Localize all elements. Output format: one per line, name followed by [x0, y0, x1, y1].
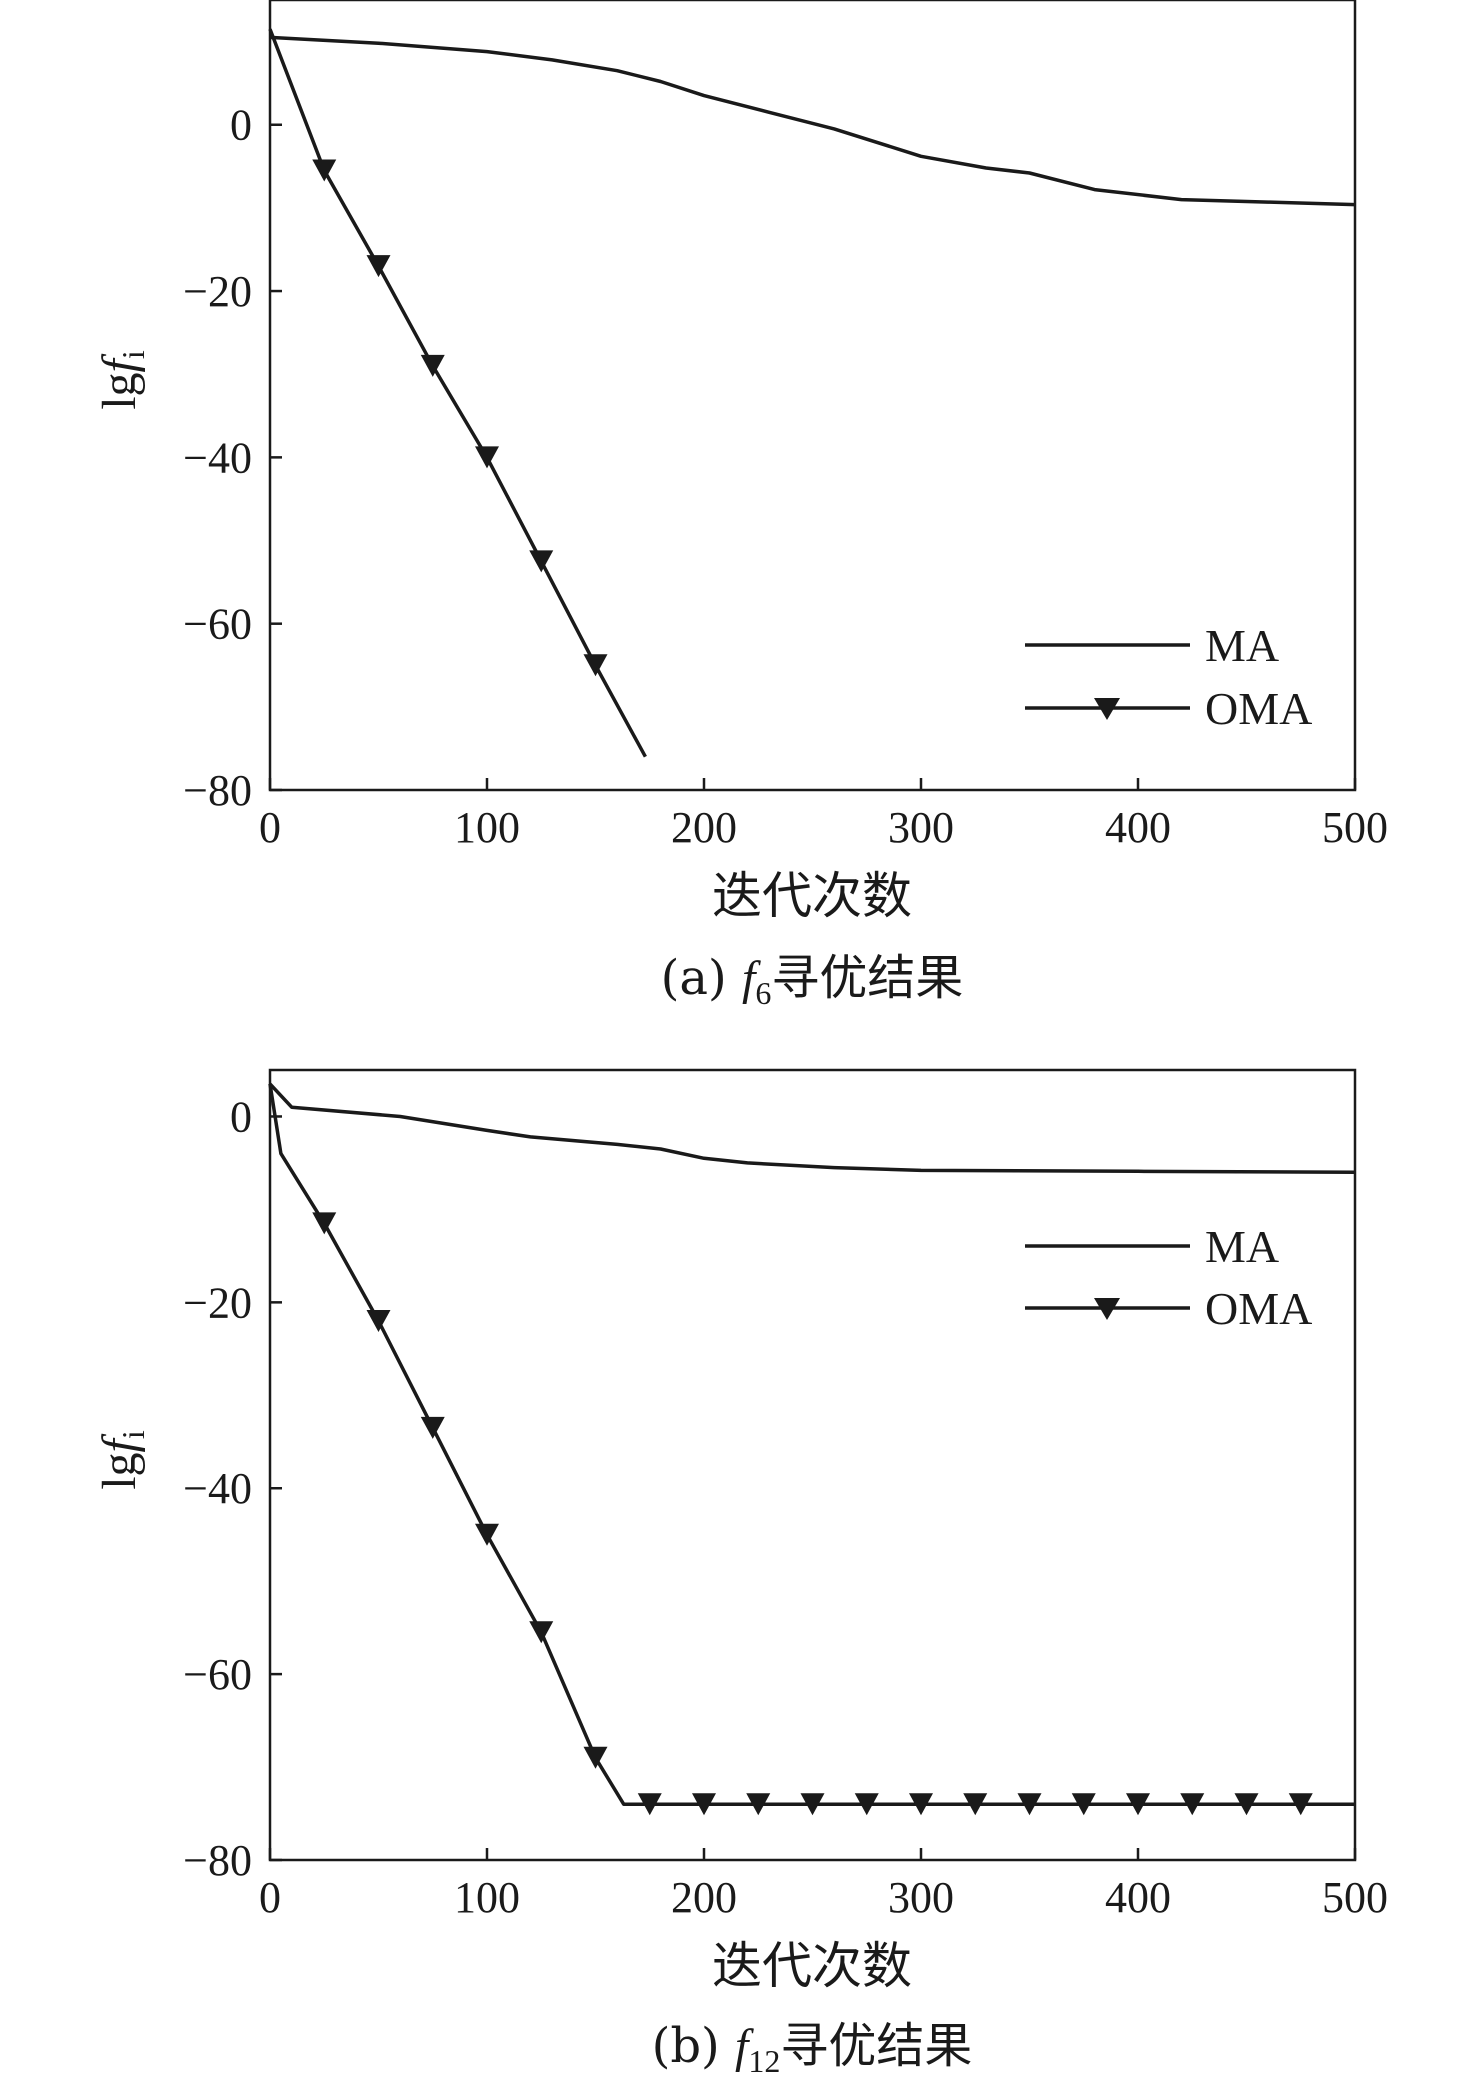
series-layer — [268, 1082, 1356, 1816]
series-marker-oma — [529, 550, 554, 573]
y-axis-label: lgfi — [93, 1430, 151, 1490]
series-marker-oma — [366, 1309, 391, 1332]
legend: MA OMA — [1025, 620, 1312, 734]
x-axis-label: 迭代次数 — [712, 1937, 912, 1995]
axis-ticks: 0 100 200 300 400 500 −80 −60 −40 −20 0 — [183, 1092, 1388, 1922]
series-line-oma — [268, 1083, 1355, 1806]
x-tick-label: 500 — [1322, 1873, 1388, 1922]
x-tick-label: 500 — [1322, 803, 1388, 852]
legend-marker-oma — [1094, 1298, 1120, 1320]
series-marker-oma — [583, 1746, 608, 1769]
series-marker-oma — [366, 255, 391, 278]
series-marker-oma — [1234, 1793, 1259, 1816]
series-marker-oma — [1126, 1793, 1150, 1816]
series-marker-oma — [909, 1793, 933, 1816]
series-marker-oma — [746, 1793, 771, 1816]
series-marker-oma — [312, 1212, 337, 1235]
x-tick-label: 300 — [888, 1873, 954, 1922]
x-tick-label: 100 — [454, 803, 520, 852]
y-tick-label: −20 — [183, 267, 252, 316]
series-marker-oma — [692, 1793, 716, 1816]
y-tick-label: 0 — [230, 101, 252, 150]
series-marker-oma — [420, 354, 445, 377]
series-marker-oma — [637, 1793, 662, 1816]
legend-marker-oma — [1094, 698, 1120, 720]
panel-b-chart: 0 100 200 300 400 500 −80 −60 −40 −20 0 MA OMA lgf… — [93, 1068, 1388, 2079]
legend: MA OMA — [1025, 1221, 1312, 1334]
series-marker-oma — [475, 1523, 499, 1546]
y-tick-label: −20 — [183, 1278, 252, 1327]
y-tick-label: 0 — [230, 1092, 252, 1141]
x-tick-label: 0 — [259, 803, 281, 852]
axis-ticks: 0 100 200 300 400 500 −80 −60 −40 −20 0 — [183, 101, 1388, 852]
series-marker-oma — [420, 1416, 445, 1439]
series-marker-oma — [1288, 1793, 1313, 1816]
y-tick-label: −40 — [183, 433, 252, 482]
series-line-oma — [268, 28, 647, 758]
x-tick-label: 400 — [1105, 803, 1171, 852]
x-tick-label: 0 — [259, 1873, 281, 1922]
x-axis-label: 迭代次数 — [712, 867, 912, 925]
x-tick-label: 400 — [1105, 1873, 1171, 1922]
series-marker-oma — [800, 1793, 825, 1816]
y-tick-label: −40 — [183, 1464, 252, 1513]
caption: (b) f12寻优结果 — [652, 2018, 973, 2079]
panel-a-chart: 0 100 200 300 400 500 −80 −60 −40 −20 0 MA OMA lgf… — [93, 0, 1388, 1011]
series-marker-oma — [583, 654, 608, 677]
legend-label-oma: OMA — [1205, 683, 1312, 734]
plot-frame — [268, 1068, 1357, 1862]
caption: (a) f6寻优结果 — [661, 950, 964, 1011]
series-line-ma — [268, 1082, 1356, 1174]
legend-label-ma: MA — [1205, 1221, 1279, 1272]
x-tick-label: 100 — [454, 1873, 520, 1922]
series-marker-oma — [1071, 1793, 1096, 1816]
series-marker-oma — [854, 1793, 879, 1816]
x-tick-label: 200 — [671, 803, 737, 852]
series-marker-oma — [529, 1621, 554, 1644]
legend-label-ma: MA — [1205, 620, 1279, 671]
x-tick-label: 300 — [888, 803, 954, 852]
series-marker-oma — [1017, 1793, 1042, 1816]
series-marker-oma — [963, 1793, 988, 1816]
series-line-ma — [269, 35, 1356, 207]
y-axis-label: lgfi — [93, 350, 151, 410]
y-tick-label: −60 — [183, 600, 252, 649]
series-marker-oma — [312, 159, 337, 182]
legend-label-oma: OMA — [1205, 1283, 1312, 1334]
series-layer — [268, 28, 1356, 758]
series-marker-oma — [475, 446, 499, 469]
x-tick-label: 200 — [671, 1873, 737, 1922]
y-tick-label: −60 — [183, 1650, 252, 1699]
plot-frame — [268, 0, 1357, 792]
y-tick-label: −80 — [183, 766, 252, 815]
series-marker-oma — [1180, 1793, 1205, 1816]
y-tick-label: −80 — [183, 1836, 252, 1885]
